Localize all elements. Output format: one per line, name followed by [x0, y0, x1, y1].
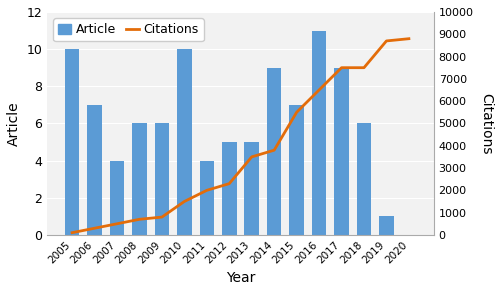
Citations: [384, 39, 390, 43]
Bar: [177, 49, 192, 235]
Bar: [244, 142, 259, 235]
Bar: [290, 105, 304, 235]
Citations: [69, 231, 75, 234]
Legend: Article, Citations: Article, Citations: [54, 18, 204, 41]
Bar: [65, 49, 80, 235]
Bar: [334, 68, 349, 235]
Citations: [361, 66, 367, 69]
Line: Citations: Citations: [72, 39, 409, 233]
Bar: [110, 161, 124, 235]
Citations: [159, 215, 165, 219]
Citations: [136, 218, 142, 221]
Bar: [88, 105, 102, 235]
Citations: [204, 189, 210, 192]
Citations: [271, 148, 277, 152]
Citations: [406, 37, 412, 41]
Citations: [182, 200, 188, 203]
Bar: [312, 31, 326, 235]
Bar: [222, 142, 236, 235]
Bar: [132, 124, 147, 235]
Bar: [154, 124, 169, 235]
Y-axis label: Article: Article: [7, 101, 21, 146]
Bar: [200, 161, 214, 235]
Citations: [338, 66, 344, 69]
Citations: [114, 222, 120, 225]
Citations: [316, 88, 322, 92]
X-axis label: Year: Year: [226, 271, 255, 285]
Citations: [226, 182, 232, 185]
Bar: [379, 216, 394, 235]
Bar: [267, 68, 281, 235]
Bar: [356, 124, 372, 235]
Citations: [92, 227, 98, 230]
Y-axis label: Citations: Citations: [479, 93, 493, 154]
Citations: [248, 155, 254, 159]
Citations: [294, 111, 300, 114]
